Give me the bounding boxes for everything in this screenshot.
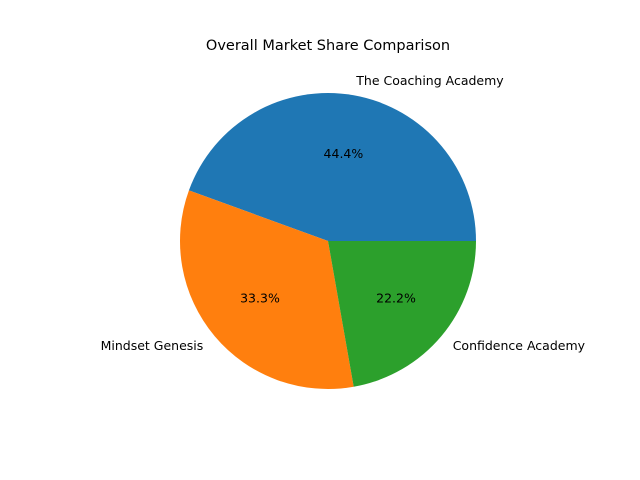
pie-slices <box>179 92 477 390</box>
pie-slice-the-coaching-academy <box>188 92 477 241</box>
slice-pct-mindset-genesis: 33.3% <box>240 291 280 306</box>
slice-labels: The Coaching Academy 44.4% Mindset Genesis… <box>101 73 586 353</box>
slice-label-the-coaching-academy: The Coaching Academy <box>355 73 504 88</box>
slice-pct-confidence-academy: 22.2% <box>376 291 416 306</box>
pie-slice-mindset-genesis <box>179 190 354 390</box>
slice-pct-the-coaching-academy: 44.4% <box>324 146 364 161</box>
chart-title: Overall Market Share Comparison <box>206 38 450 54</box>
slice-label-confidence-academy: Confidence Academy <box>453 338 586 353</box>
pie-slice-confidence-academy <box>328 241 476 387</box>
slice-label-mindset-genesis: Mindset Genesis <box>101 338 204 353</box>
